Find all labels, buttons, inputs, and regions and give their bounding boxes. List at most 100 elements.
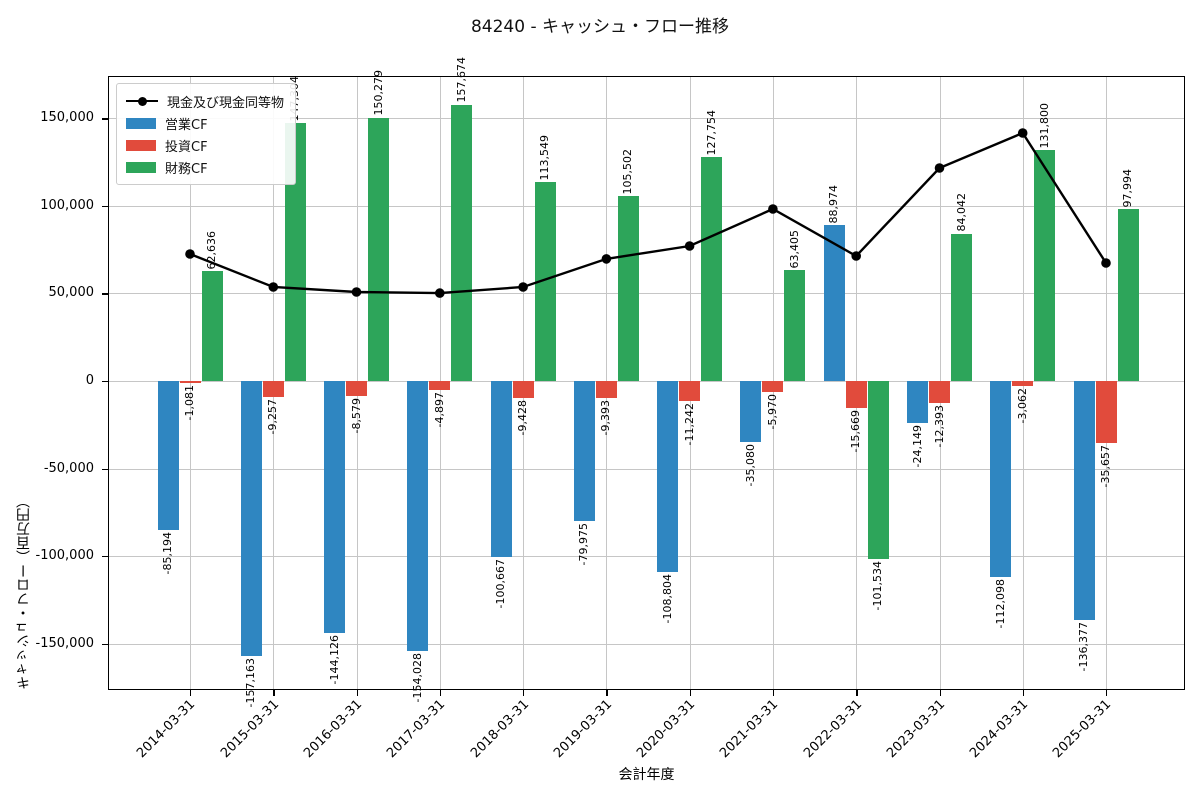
bar-財務CF	[617, 196, 639, 381]
bar-財務CF	[784, 270, 806, 381]
legend-label: 投資CF	[165, 139, 208, 155]
x-tick-mark	[190, 690, 192, 696]
x-tick-label: 2022-03-31	[800, 697, 865, 762]
legend-label: 営業CF	[165, 117, 208, 133]
bar-label-wrap: -8,579	[350, 398, 364, 433]
bar-value-label: -9,393	[599, 399, 613, 435]
chart-title: 84240 - キャッシュ・フロー推移	[470, 17, 730, 37]
gridline-horizontal	[108, 643, 1185, 645]
line-marker	[1017, 128, 1028, 138]
bar-value-label: -9,428	[516, 399, 530, 435]
bar-投資CF	[595, 381, 617, 398]
gridline-vertical	[190, 76, 191, 690]
bar-value-label: 62,636	[205, 230, 218, 270]
y-tick-mark	[102, 118, 108, 120]
bar-value-label: 157,674	[454, 57, 468, 103]
x-tick-label: 2020-03-31	[634, 697, 699, 762]
bar-投資CF	[762, 381, 784, 392]
bar-投資CF	[512, 381, 534, 398]
bar-value-label: 150,279	[371, 70, 385, 116]
y-tick-mark	[102, 556, 108, 558]
gridline-horizontal	[108, 381, 1185, 382]
bar-財務CF	[368, 117, 389, 381]
bar-財務CF	[867, 381, 889, 559]
bar-label-wrap: -112,098	[994, 579, 1008, 628]
bar-label-wrap: 88,974	[827, 185, 841, 224]
line-marker	[1101, 258, 1111, 268]
bar-value-label: -12,393	[932, 404, 946, 448]
bar-投資CF	[429, 381, 451, 390]
bar-label-wrap: 62,636	[205, 231, 219, 270]
bar-営業CF	[157, 381, 179, 531]
y-tick-label: 150,000	[40, 110, 94, 126]
line-marker	[768, 204, 778, 214]
x-tick-mark	[523, 690, 525, 696]
bar-label-wrap: -154,028	[411, 653, 425, 702]
line-marker	[435, 288, 445, 298]
bar-label-wrap: -100,667	[494, 559, 508, 608]
bar-value-label: 127,754	[704, 109, 718, 156]
bar-value-label: 97,994	[1121, 168, 1134, 208]
y-tick-mark	[102, 381, 108, 383]
y-tick-label: 50,000	[48, 285, 95, 301]
bar-value-label: 105,502	[621, 148, 635, 195]
x-tick-mark	[356, 690, 358, 696]
plot-area: -85,194 -157,163 -144,126 -154,028 -100,667 -…	[108, 57, 1185, 708]
bar-value-label: -11,242	[682, 402, 696, 446]
bar-営業CF	[740, 381, 762, 443]
bar-投資CF	[346, 381, 367, 396]
bar-value-label: -1,081	[183, 384, 196, 421]
bar-value-label: 113,549	[538, 134, 552, 181]
bar-layer	[108, 76, 1185, 690]
x-tick-label: 2018-03-31	[467, 697, 532, 762]
legend-label: 財務CF	[165, 161, 208, 177]
bar-営業CF	[990, 381, 1012, 578]
bar-財務CF	[1034, 150, 1056, 381]
financing-cf-swatch-icon	[126, 161, 156, 173]
y-tick-label: -50,000	[43, 460, 94, 476]
bar-value-label: -5,970	[765, 393, 779, 429]
x-tick-mark	[689, 690, 691, 696]
bar-label-wrap: 63,405	[788, 230, 802, 269]
bar-label-wrap: -24,149	[911, 425, 925, 467]
bar-投資CF	[845, 381, 867, 409]
bar-財務CF	[701, 157, 723, 381]
bar-財務CF	[201, 271, 223, 381]
gridline-horizontal	[108, 118, 1185, 120]
legend: 現金及び現金同等物 営業CF 投資CF 財務CF	[116, 83, 297, 185]
bar-value-label: 63,405	[787, 229, 801, 269]
bar-label-wrap: 97,994	[1121, 169, 1135, 208]
x-tick-mark	[273, 690, 275, 696]
line-series-layer	[185, 128, 1111, 298]
bar-label-wrap: -12,393	[933, 405, 947, 447]
bar-label-wrap: 113,549	[538, 135, 552, 181]
x-tick-label: 2014-03-31	[134, 697, 199, 762]
bar-営業CF	[573, 381, 595, 522]
bar-value-label: -136,377	[1077, 621, 1090, 672]
bar-label-wrap: -136,377	[1077, 622, 1091, 671]
bar-投資CF	[262, 381, 284, 398]
gridline-horizontal	[108, 468, 1185, 470]
bar-value-label: 84,042	[954, 193, 968, 232]
bar-value-label: -4,897	[432, 391, 446, 428]
legend-item-cash-line: 現金及び現金同等物	[126, 91, 284, 111]
line-marker	[268, 282, 279, 292]
line-marker	[185, 249, 195, 259]
bar-label-wrap: -85,194	[161, 532, 175, 574]
bar-label-wrap: 84,042	[955, 193, 969, 232]
x-tick-label: 2017-03-31	[384, 697, 449, 762]
line-marker	[851, 251, 861, 261]
bar-value-label: -35,657	[1099, 445, 1112, 488]
y-tick-label: -150,000	[35, 635, 94, 651]
gridline-horizontal	[108, 556, 1185, 558]
bar-value-label: -9,257	[266, 399, 280, 435]
x-tick-label: 2024-03-31	[967, 697, 1032, 762]
x-tick-mark	[856, 690, 858, 696]
bar-value-label: -3,062	[1015, 388, 1029, 424]
bar-label-wrap: -9,393	[599, 400, 613, 435]
y-tick-label: -100,000	[35, 548, 94, 564]
bar-営業CF	[240, 381, 262, 657]
y-tick-label: 0	[85, 373, 94, 388]
bar-value-label: -100,667	[494, 559, 508, 609]
